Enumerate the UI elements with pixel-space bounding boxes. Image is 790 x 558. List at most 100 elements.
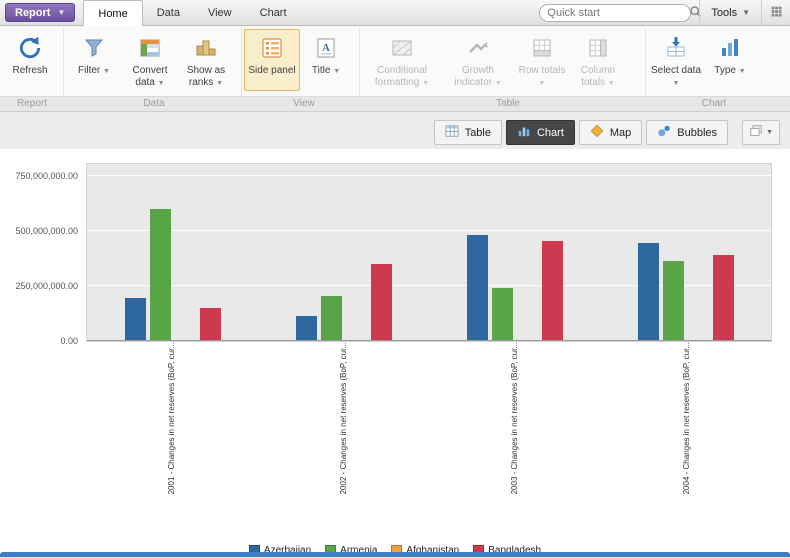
x-axis-label: 2004 - Changes in net reserves (BoP, cur… (681, 342, 691, 495)
quick-start-box[interactable] (539, 4, 702, 22)
chevron-down-icon: ▼ (422, 79, 430, 87)
button-label: Filter (78, 65, 101, 76)
ribbon-group-chart: Select data ▼ Type ▼ (646, 29, 768, 96)
view-table-button[interactable]: Table (433, 120, 502, 145)
view-button-label: Map (609, 126, 632, 139)
button-label: Row totals (518, 65, 566, 76)
button-label: Conditional formatting (374, 65, 428, 88)
x-label-cell: 2003 - Changes in net reserves (BoP, cur… (429, 342, 601, 542)
growth-indicator-button: Growth indicator ▼ (442, 29, 514, 91)
tools-menu-button[interactable]: Tools ▼ (699, 0, 762, 25)
convert-data-icon (138, 33, 162, 63)
bar-group (600, 164, 771, 341)
refresh-button[interactable]: Refresh (4, 29, 56, 91)
chart-panel: 0.00 250,000,000.00 500,000,000.00 750,000,… (0, 149, 790, 557)
gridline (87, 175, 771, 176)
select-data-icon (664, 33, 688, 63)
legend-label: Afghanistan (406, 544, 460, 556)
row-totals-icon (530, 33, 554, 63)
view-bubbles-button[interactable]: Bubbles (646, 120, 729, 145)
bottom-panel-edge[interactable] (0, 552, 790, 557)
chart-view-icon (517, 124, 531, 141)
filter-icon (82, 33, 106, 63)
window-options-button[interactable]: ▼ (742, 120, 780, 145)
view-button-label: Table (464, 126, 491, 139)
group-label-table: Table (496, 98, 520, 109)
chevron-down-icon: ▼ (607, 79, 615, 87)
view-button-label: Bubbles (677, 126, 718, 139)
bar-armenia[interactable] (491, 288, 513, 341)
chevron-down-icon: ▼ (738, 68, 746, 75)
bar-armenia[interactable] (320, 296, 342, 341)
show-as-ranks-button[interactable]: Show as ranks ▼ (178, 29, 234, 91)
bar-groups (87, 164, 771, 341)
window-icon (749, 124, 763, 141)
y-axis: 0.00 250,000,000.00 500,000,000.00 750,000,… (0, 163, 86, 346)
view-map-button[interactable]: Map (578, 120, 643, 145)
legend-label: Bangladesh (488, 544, 542, 556)
chevron-down-icon: ▼ (216, 79, 224, 87)
side-panel-button[interactable]: Side panel (244, 29, 300, 91)
bar-azerbaijan[interactable] (124, 298, 146, 341)
quick-start-input[interactable] (547, 7, 690, 19)
x-label-cell: 2002 - Changes in net reserves (BoP, cur… (258, 342, 430, 542)
bar-bangladesh[interactable] (541, 241, 563, 341)
tab-view[interactable]: View (207, 6, 232, 19)
select-data-button[interactable]: Select data ▼ (648, 29, 704, 91)
legend-label: Azerbaijan (263, 544, 312, 556)
tab-data[interactable]: Data (156, 6, 180, 19)
tab-home[interactable]: Home (83, 0, 143, 26)
chart-area: 0.00 250,000,000.00 500,000,000.00 750,000,… (0, 163, 790, 346)
report-menu-button[interactable]: Report ▼ (5, 3, 76, 22)
view-switcher: Table Chart Map Bubbles ▼ (0, 112, 790, 149)
column-totals-button: Column totals ▼ (570, 29, 626, 91)
bar-bangladesh[interactable] (370, 264, 392, 341)
view-chart-button[interactable]: Chart (505, 120, 575, 145)
x-axis-line (87, 340, 771, 341)
tools-menu-label: Tools (711, 6, 738, 19)
bar-azerbaijan[interactable] (295, 316, 317, 341)
y-tick-label: 250,000,000.00 (15, 281, 78, 291)
x-axis-label: 2002 - Changes in net reserves (BoP, cur… (338, 342, 348, 495)
title-icon: A (314, 33, 338, 63)
y-tick-label: 750,000,000.00 (15, 171, 78, 181)
svg-text:A: A (322, 42, 330, 54)
type-icon (718, 33, 742, 63)
bar-group (429, 164, 600, 341)
side-panel-icon (260, 33, 284, 63)
x-label-cell: 2004 - Changes in net reserves (BoP, cur… (601, 342, 773, 542)
chart-type-button[interactable]: Type ▼ (704, 29, 756, 91)
chevron-down-icon: ▼ (494, 79, 502, 87)
chevron-down-icon: ▼ (538, 79, 546, 87)
chevron-down-icon: ▼ (57, 8, 66, 17)
ribbon-group-data: Filter ▼ Convert data ▼ Show as ranks ▼ (64, 29, 242, 96)
tab-chart[interactable]: Chart (259, 6, 287, 19)
button-label: Growth indicator (454, 65, 495, 88)
ribbon-group-labels: Report Data View Table Chart (0, 96, 790, 112)
bar-armenia[interactable] (149, 209, 171, 341)
bar-azerbaijan[interactable] (466, 235, 488, 341)
filter-button[interactable]: Filter ▼ (66, 29, 122, 91)
plot-area (86, 163, 772, 342)
ranks-icon (194, 33, 218, 63)
x-label-cell: 2001 - Changes in net reserves (BoP, cur… (86, 342, 258, 542)
bar-bangladesh[interactable] (712, 255, 734, 341)
button-label: Select data (650, 65, 702, 76)
button-label: Column totals (580, 65, 616, 88)
layout-grid-button[interactable] (762, 0, 790, 25)
title-button[interactable]: A Title ▼ (300, 29, 352, 91)
group-label-data: Data (143, 98, 165, 109)
bar-group (258, 164, 429, 341)
button-label: Title (311, 65, 331, 76)
table-view-icon (445, 124, 459, 141)
bar-bangladesh[interactable] (199, 308, 221, 341)
button-label: Refresh (12, 65, 48, 76)
button-label: Convert data (132, 65, 168, 88)
row-totals-button: Row totals ▼ (514, 29, 570, 91)
conditional-formatting-icon (390, 33, 414, 63)
convert-data-button[interactable]: Convert data ▼ (122, 29, 178, 91)
chevron-down-icon: ▼ (333, 68, 341, 75)
bar-armenia[interactable] (662, 261, 684, 341)
group-label-report: Report (16, 98, 47, 109)
bar-azerbaijan[interactable] (637, 243, 659, 341)
